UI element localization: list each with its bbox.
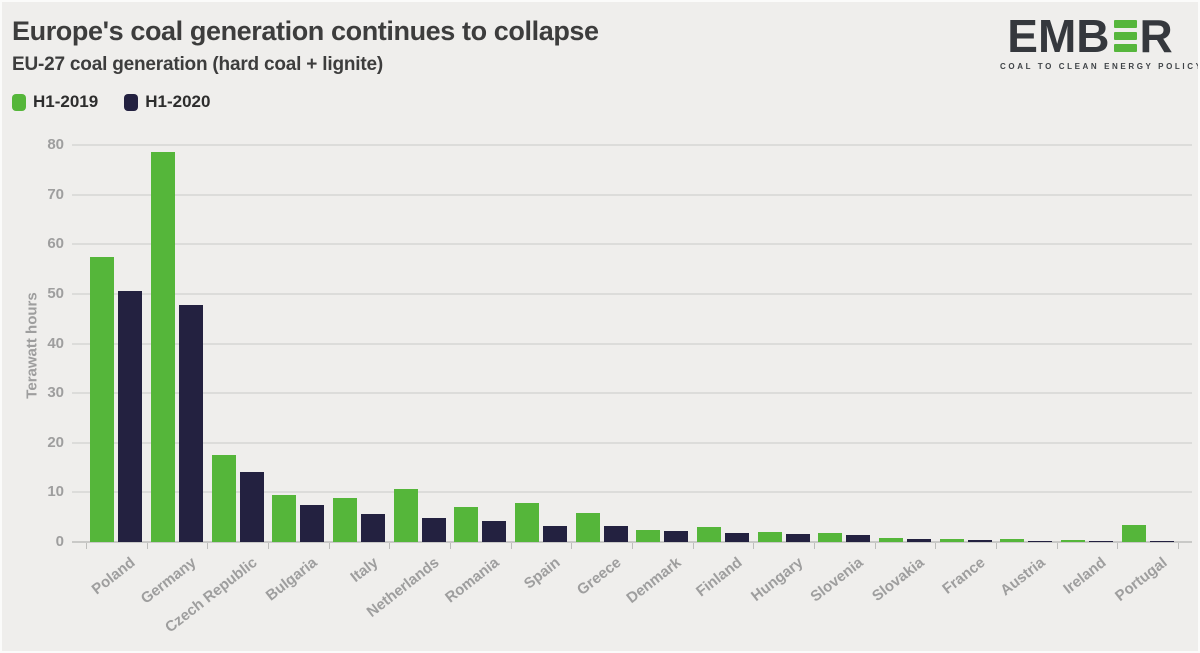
bar-france-h1-2019[interactable] [939, 538, 964, 542]
bar-hungary-h1-2019[interactable] [757, 531, 782, 542]
ember-logo-letter-r: R [1139, 10, 1173, 62]
bar-poland-h1-2020[interactable] [118, 291, 143, 542]
bar-slovakia-h1-2020[interactable] [907, 539, 931, 542]
gridline-y-70 [72, 193, 1192, 196]
x-axis-tick [996, 543, 997, 549]
bar-austria-h1-2020[interactable] [1028, 540, 1053, 542]
y-axis-tick-30: 30 [47, 384, 64, 402]
y-axis-tick-70: 70 [47, 185, 64, 203]
x-axis-tick [1117, 543, 1119, 549]
y-axis-title: Terawatt hours [23, 292, 41, 399]
bar-netherlands-h1-2020[interactable] [421, 517, 446, 542]
y-axis-tick-60: 60 [47, 235, 64, 253]
legend-item-h1-2020[interactable]: H1-2020 [124, 92, 210, 112]
x-axis-tick [935, 543, 937, 549]
y-axis-tick-80: 80 [47, 136, 64, 153]
x-axis-tick [692, 543, 694, 549]
legend-item-h1-2019[interactable]: H1-2019 [12, 92, 98, 112]
x-axis-tick [328, 543, 330, 549]
bar-poland-h1-2019[interactable] [90, 256, 115, 542]
bar-portugal-h1-2020[interactable] [1149, 540, 1174, 542]
x-axis-tick [1056, 543, 1058, 549]
y-axis-tick-0: 0 [55, 533, 64, 550]
y-axis-tick-40: 40 [47, 334, 64, 352]
gridline-y-30 [72, 392, 1192, 395]
bar-netherlands-h1-2019[interactable] [393, 488, 418, 542]
ember-green-e-icon [1113, 20, 1137, 52]
bar-bulgaria-h1-2019[interactable] [272, 494, 297, 542]
legend: H1-2019 H1-2020 [12, 92, 210, 112]
x-axis-tick [207, 543, 209, 549]
x-axis-tick [874, 543, 876, 549]
bar-germany-h1-2020[interactable] [179, 305, 203, 542]
bar-spain-h1-2020[interactable] [543, 525, 567, 542]
legend-swatch-h1-2019-icon [12, 93, 26, 111]
bar-romania-h1-2020[interactable] [482, 520, 507, 542]
chart-subtitle: EU-27 coal generation (hard coal + ligni… [12, 54, 383, 75]
bar-austria-h1-2019[interactable] [1000, 538, 1025, 542]
bar-romania-h1-2019[interactable] [454, 507, 479, 542]
bar-greece-h1-2020[interactable] [603, 526, 628, 542]
bar-czech-republic-h1-2019[interactable] [211, 455, 236, 542]
ember-logo-letters-emb: EMB [1007, 10, 1110, 62]
bar-czech-republic-h1-2020[interactable] [239, 472, 264, 542]
bar-spain-h1-2019[interactable] [515, 502, 539, 542]
gridline-y-60 [72, 243, 1192, 246]
bar-germany-h1-2019[interactable] [151, 152, 175, 542]
gridline-y-0 [72, 541, 1192, 543]
bar-portugal-h1-2019[interactable] [1121, 524, 1146, 542]
gridline-y-10 [72, 491, 1192, 494]
x-axis-tick [632, 543, 633, 549]
bar-italy-h1-2020[interactable] [361, 513, 385, 542]
gridline-y-80 [72, 144, 1192, 146]
ember-logo-wordmark: EMB R [1000, 10, 1180, 62]
legend-label-h1-2019: H1-2019 [33, 92, 99, 111]
x-axis-tick [814, 543, 815, 549]
page-title: Europe's coal generation continues to co… [12, 16, 599, 46]
bar-denmark-h1-2019[interactable] [636, 530, 661, 542]
bar-france-h1-2020[interactable] [967, 540, 992, 542]
ember-logo-tagline: COAL TO CLEAN ENERGY POLICY [1000, 62, 1200, 71]
bar-ireland-h1-2020[interactable] [1089, 540, 1113, 542]
bar-finland-h1-2019[interactable] [697, 527, 721, 542]
x-axis-tick [146, 543, 148, 549]
bar-greece-h1-2019[interactable] [575, 512, 600, 542]
x-axis-tick [753, 543, 755, 549]
bar-bulgaria-h1-2020[interactable] [300, 504, 325, 542]
bar-italy-h1-2019[interactable] [333, 497, 357, 542]
gridline-y-40 [72, 342, 1192, 345]
legend-swatch-h1-2020-icon [124, 93, 139, 111]
ember-logo: EMB R COAL TO CLEAN ENERGY POLICY [1000, 10, 1200, 71]
x-axis-tick [510, 543, 512, 549]
bar-finland-h1-2020[interactable] [725, 533, 749, 542]
x-axis-tick [571, 543, 573, 549]
x-axis-tick [1178, 543, 1179, 549]
x-axis-tick [268, 543, 269, 549]
x-axis-tick [389, 543, 391, 549]
bar-ireland-h1-2019[interactable] [1061, 539, 1085, 542]
y-axis-tick-50: 50 [47, 284, 64, 302]
x-axis-tick [86, 543, 87, 549]
x-axis-label-poland: Poland [88, 554, 139, 599]
bar-hungary-h1-2020[interactable] [785, 534, 810, 542]
x-axis-tick [450, 543, 451, 549]
bar-denmark-h1-2020[interactable] [664, 531, 689, 542]
bar-slovenia-h1-2019[interactable] [818, 532, 843, 542]
bar-slovenia-h1-2020[interactable] [846, 534, 871, 542]
y-axis-tick-20: 20 [47, 433, 64, 451]
y-axis-tick-10: 10 [47, 483, 64, 501]
gridline-y-20 [72, 441, 1192, 444]
gridline-y-50 [72, 292, 1192, 295]
bar-slovakia-h1-2019[interactable] [879, 537, 903, 542]
legend-label-h1-2020: H1-2020 [145, 92, 211, 111]
